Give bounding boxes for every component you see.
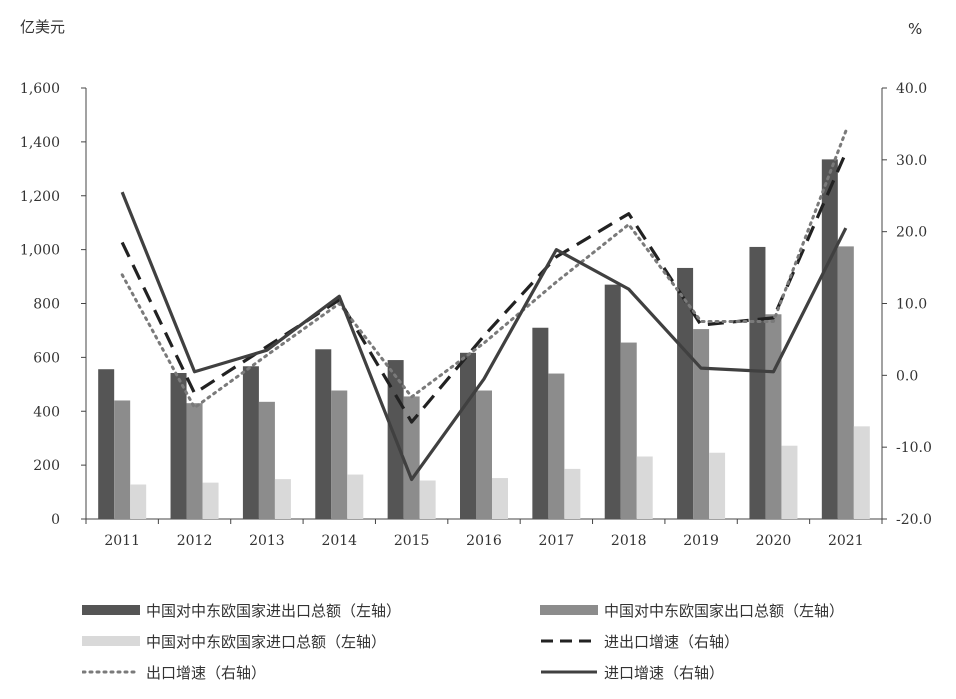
legend-label: 中国对中东欧国家进出口总额（左轴） xyxy=(146,601,402,620)
legend-swatch xyxy=(82,670,140,674)
x-tick-label: 2014 xyxy=(321,533,357,549)
legend: 中国对中东欧国家进出口总额（左轴） 中国对中东欧国家出口总额（左轴） 中国对中东欧国… xyxy=(0,594,956,694)
trade-chart: 0 200 400 600 800 1,000 1,200 1,400 1,600 -20.0 -1… xyxy=(20,81,932,549)
x-tick-label: 2017 xyxy=(539,533,575,549)
bar-2017-s2 xyxy=(564,468,581,519)
legend-swatch xyxy=(541,639,597,643)
line-series-dotted xyxy=(120,129,848,410)
bar-2014-s0 xyxy=(315,349,332,519)
bar-2020-s2 xyxy=(781,445,798,519)
bar-2017-s0 xyxy=(532,327,549,519)
bar-2016-s0 xyxy=(460,352,476,519)
left-tick-label: 400 xyxy=(33,404,60,420)
x-tick-label: 2018 xyxy=(611,533,647,549)
bar-2011-s0 xyxy=(98,369,115,519)
bar-2014-s2 xyxy=(347,474,364,519)
right-tick-label: 40.0 xyxy=(896,81,927,97)
legend-label: 进出口增速（右轴） xyxy=(604,632,740,651)
bar-2015-s2 xyxy=(419,480,436,519)
x-tick-label: 2021 xyxy=(828,533,864,549)
bar-2020-s0 xyxy=(749,246,766,519)
right-tick-label: 20.0 xyxy=(896,225,927,241)
legend-label: 出口增速（右轴） xyxy=(146,663,267,682)
right-tick-label: 30.0 xyxy=(896,153,927,169)
legend-label: 进口增速（右轴） xyxy=(604,663,725,682)
legend-swatch-bar xyxy=(540,605,598,615)
bar-2019-s1 xyxy=(693,329,710,519)
x-tick-label: 2012 xyxy=(177,533,213,549)
bar-2014-s1 xyxy=(331,390,348,519)
legend-swatch-bar xyxy=(82,636,140,646)
bar-2012-s1 xyxy=(186,403,203,519)
bar-2021-s2 xyxy=(853,426,870,519)
bar-2020-s1 xyxy=(765,314,782,519)
left-tick-label: 800 xyxy=(33,297,60,313)
legend-swatch xyxy=(82,636,140,646)
bar-2011-s2 xyxy=(130,484,147,519)
bar-2018-s0 xyxy=(604,284,621,519)
right-tick-label: 10.0 xyxy=(896,297,927,313)
bar-2021-s0 xyxy=(821,159,838,519)
left-tick-label: 200 xyxy=(33,458,60,474)
bar-2017-s1 xyxy=(548,373,565,519)
x-tick-label: 2011 xyxy=(104,533,140,549)
legend-label: 中国对中东欧国家出口总额（左轴） xyxy=(604,601,845,620)
bar-2012-s0 xyxy=(170,372,187,519)
line-series-solid xyxy=(120,191,848,482)
bar-2012-s2 xyxy=(202,482,219,519)
legend-swatch xyxy=(541,670,597,674)
legend-swatch xyxy=(82,605,140,615)
left-tick-label: 600 xyxy=(33,350,60,366)
left-tick-label: 1,000 xyxy=(20,243,60,259)
bar-2011-s1 xyxy=(114,400,131,519)
bar-2016-s2 xyxy=(492,478,508,519)
bar-2016-s1 xyxy=(476,390,492,519)
bar-2018-s2 xyxy=(636,456,653,519)
bar-2013-s0 xyxy=(242,366,259,519)
x-tick-label: 2015 xyxy=(394,533,430,549)
legend-swatch-bar xyxy=(82,605,140,615)
left-tick-label: 1,200 xyxy=(20,189,60,205)
legend-swatch xyxy=(540,605,598,615)
tick-labels-layer: 0 200 400 600 800 1,000 1,200 1,400 1,600 -20.0 -1… xyxy=(20,81,932,549)
bar-2013-s1 xyxy=(258,401,275,519)
bar-2015-s1 xyxy=(403,396,420,519)
legend-item: 中国对中东欧国家进口总额（左轴） xyxy=(82,629,386,653)
x-tick-label: 2016 xyxy=(466,533,502,549)
bars-layer xyxy=(98,159,870,519)
x-tick-label: 2019 xyxy=(683,533,719,549)
x-tick-label: 2013 xyxy=(249,533,285,549)
legend-label: 中国对中东欧国家进口总额（左轴） xyxy=(146,632,387,651)
x-tick-label: 2020 xyxy=(756,533,792,549)
bar-2019-s0 xyxy=(677,267,694,519)
legend-item: 出口增速（右轴） xyxy=(82,660,266,684)
bar-2013-s2 xyxy=(274,479,291,519)
bar-2019-s2 xyxy=(709,452,726,519)
legend-item: 进出口增速（右轴） xyxy=(540,629,739,653)
right-axis-unit: % xyxy=(908,20,923,38)
left-tick-label: 1,600 xyxy=(20,81,60,97)
bar-2021-s1 xyxy=(837,246,854,519)
legend-item: 中国对中东欧国家进出口总额（左轴） xyxy=(82,598,401,622)
left-tick-label: 1,400 xyxy=(20,135,60,151)
right-tick-label: -20.0 xyxy=(896,512,932,528)
legend-item: 中国对中东欧国家出口总额（左轴） xyxy=(540,598,844,622)
right-tick-label: 0.0 xyxy=(896,368,918,384)
left-tick-label: 0 xyxy=(51,512,60,528)
bar-2018-s1 xyxy=(620,342,637,519)
left-axis-unit: 亿美元 xyxy=(20,18,66,36)
legend-item: 进口增速（右轴） xyxy=(540,660,724,684)
lines-layer xyxy=(120,129,848,482)
right-tick-label: -10.0 xyxy=(896,440,932,456)
